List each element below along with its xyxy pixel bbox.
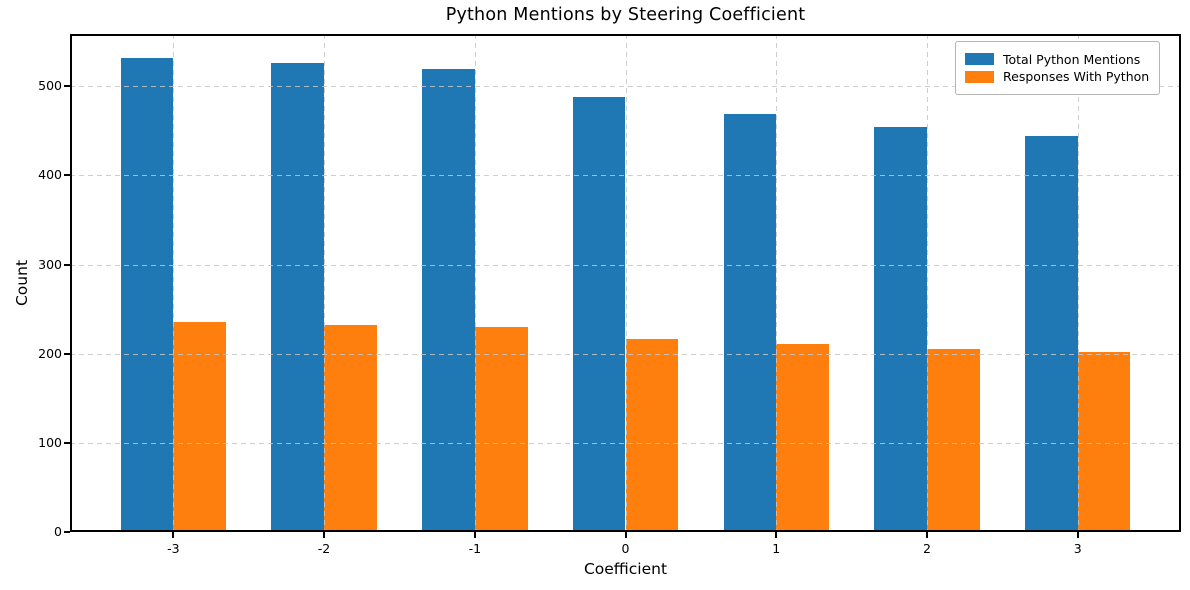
y-tick-label: 400 — [38, 167, 62, 183]
y-tick-mark-100 — [64, 441, 70, 444]
gridline-x-3 — [1077, 34, 1079, 532]
x-tick-mark--1 — [473, 532, 476, 538]
bar-total-python-mentions-1 — [723, 113, 777, 532]
x-tick-label: 3 — [1073, 541, 1082, 556]
y-tick-label: 300 — [38, 256, 62, 272]
bar-total-python-mentions-2 — [874, 127, 927, 532]
x-tick-label: 1 — [772, 541, 781, 556]
x-tick-mark--2 — [323, 532, 325, 538]
legend: Total Python Mentions Responses With Pyth… — [955, 41, 1161, 95]
bar-total-python-mentions--2 — [271, 63, 324, 532]
y-tick-mark-400 — [64, 174, 70, 177]
bar-total-python-mentions--1 — [422, 69, 475, 532]
legend-label: Responses With Python — [1003, 69, 1150, 84]
bar-total-python-mentions-0 — [572, 96, 626, 532]
bar-responses-with-python-3 — [1077, 351, 1131, 532]
bar-total-python-mentions-3 — [1025, 136, 1078, 532]
legend-item: Responses With Python — [965, 69, 1149, 84]
y-tick-mark-200 — [64, 352, 70, 355]
x-tick-mark-1 — [775, 532, 778, 538]
gridline-x-0 — [625, 34, 627, 532]
gridline-x-2 — [927, 34, 928, 532]
x-axis-label: Coefficient — [583, 560, 668, 578]
x-tick-mark-2 — [926, 532, 928, 538]
bar-responses-with-python--2 — [324, 325, 377, 532]
chart-title: Python Mentions by Steering Coefficient — [445, 5, 806, 25]
x-tick-mark-3 — [1076, 532, 1079, 538]
y-tick-label: 200 — [38, 345, 62, 361]
y-tick-mark-300 — [64, 263, 70, 266]
y-tick-mark-0 — [64, 531, 70, 533]
y-tick-label: 0 — [54, 524, 62, 539]
x-tick-mark-0 — [624, 532, 627, 538]
gridline-x-1 — [776, 34, 778, 532]
legend-item: Total Python Mentions — [965, 52, 1149, 67]
bar-responses-with-python-0 — [625, 338, 679, 532]
bar-responses-with-python-2 — [927, 349, 980, 532]
gridline-x--2 — [324, 34, 325, 532]
legend-label: Total Python Mentions — [1003, 51, 1141, 67]
gridline-x--1 — [474, 34, 476, 532]
x-tick-label: -3 — [167, 541, 180, 556]
bar-responses-with-python-1 — [776, 343, 829, 532]
x-tick-mark--3 — [172, 532, 175, 538]
x-tick-label: -2 — [317, 541, 331, 556]
x-tick-label: 2 — [923, 541, 931, 556]
bar-total-python-mentions--3 — [120, 57, 174, 532]
x-tick-label: -1 — [468, 541, 482, 556]
y-tick-label: 500 — [38, 78, 62, 94]
legend-swatch — [965, 70, 994, 83]
bar-responses-with-python--1 — [474, 327, 528, 532]
legend-swatch — [965, 53, 994, 65]
y-tick-mark-500 — [64, 85, 70, 88]
x-tick-label: 0 — [621, 541, 630, 556]
gridline-x--3 — [173, 34, 175, 532]
bar-responses-with-python--3 — [173, 321, 227, 532]
y-tick-label: 100 — [38, 434, 62, 450]
